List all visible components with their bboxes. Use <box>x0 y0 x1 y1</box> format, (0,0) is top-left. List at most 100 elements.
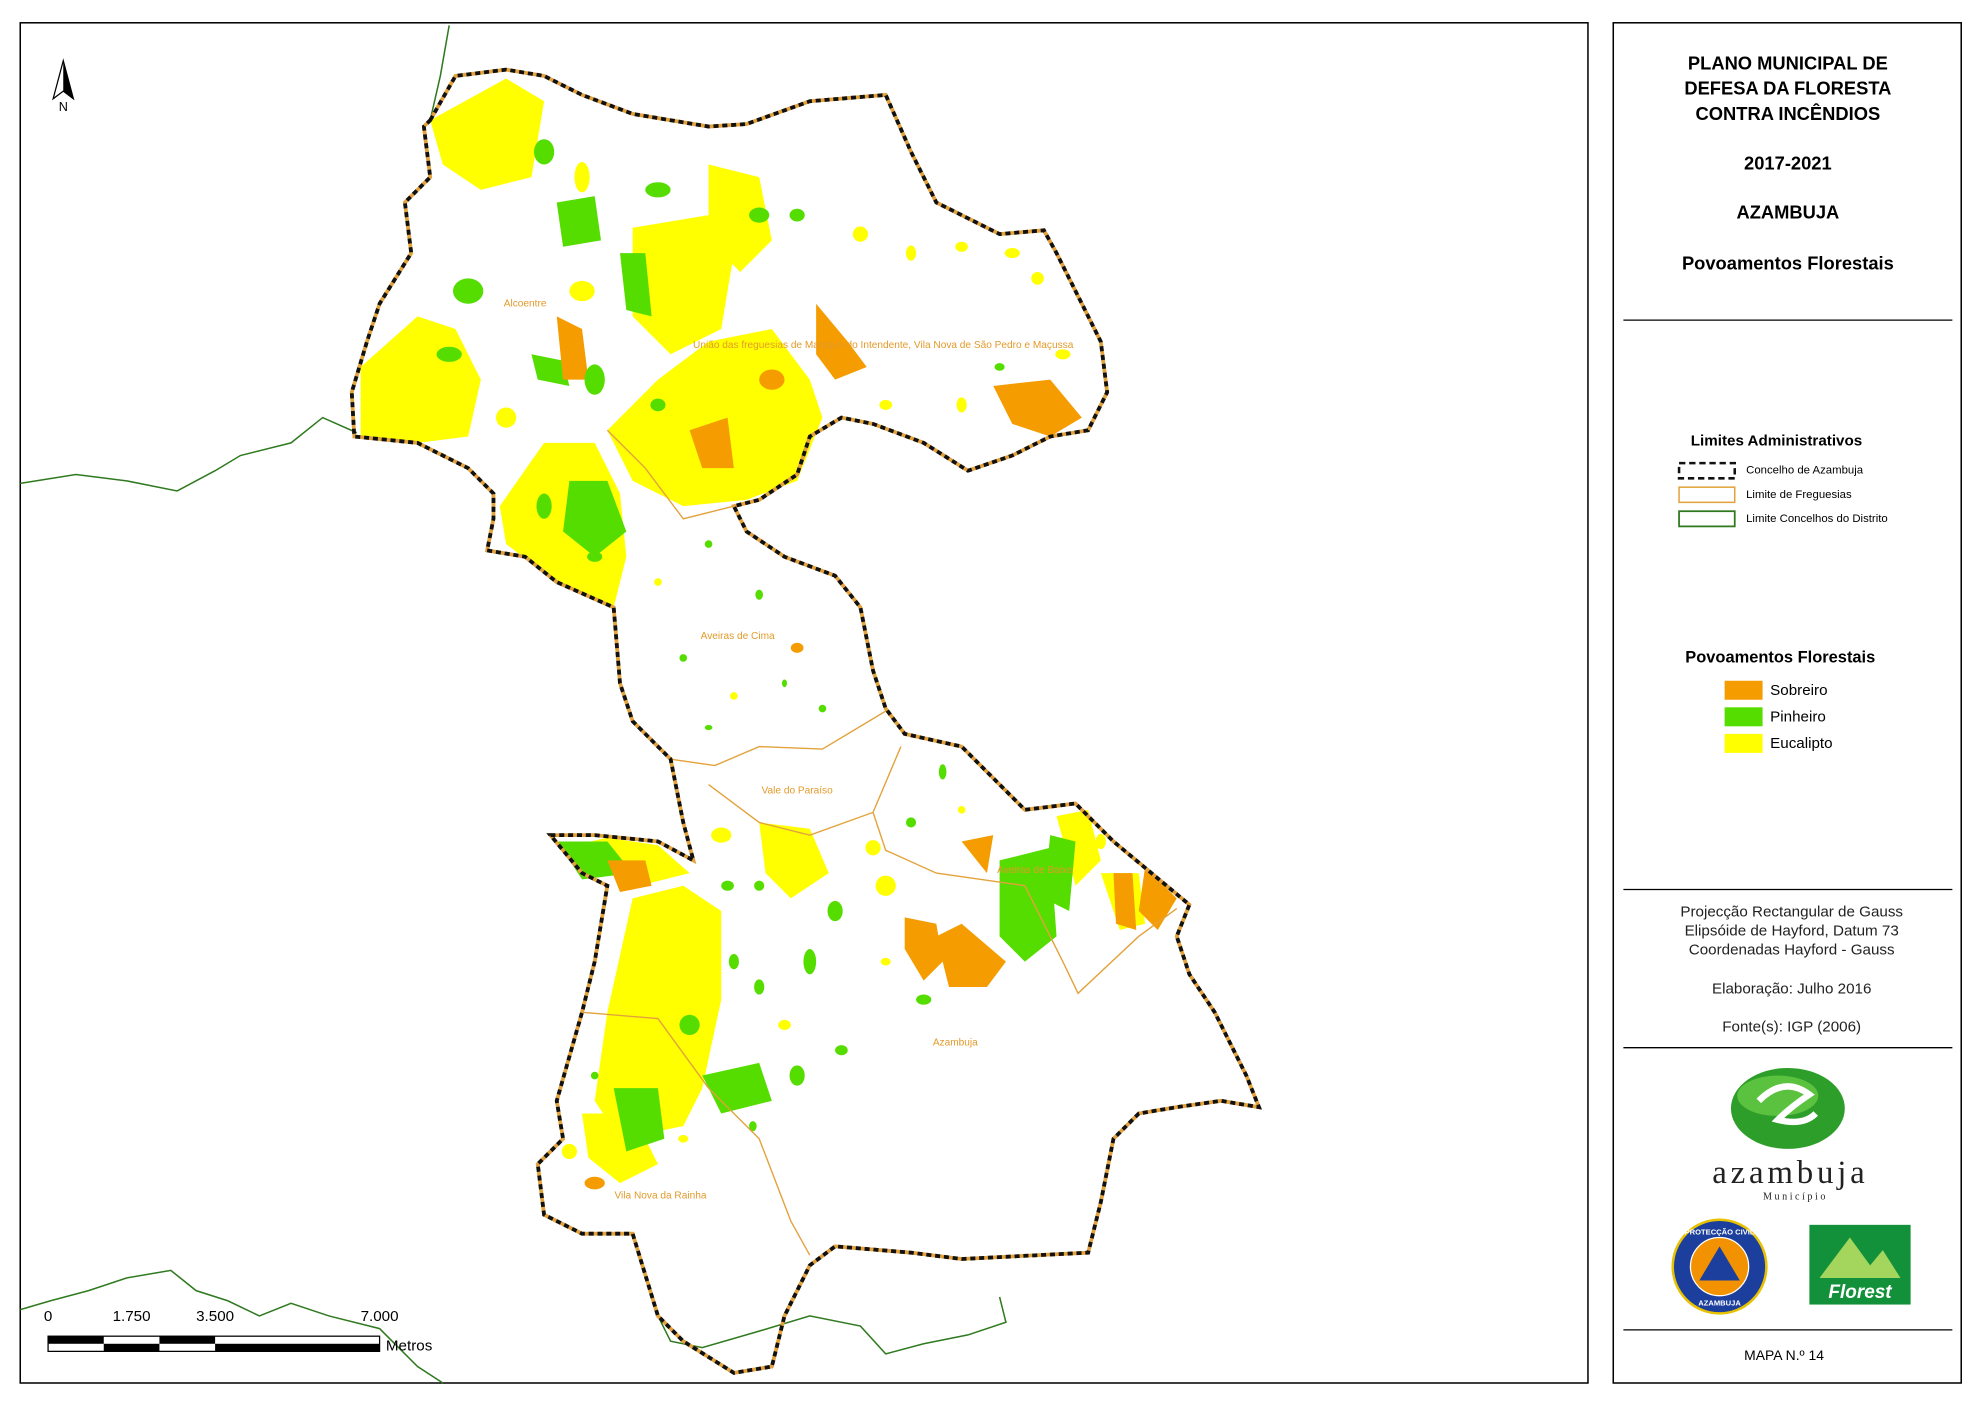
forest-patch <box>835 1045 848 1056</box>
forest-patch <box>936 923 1006 987</box>
badge-triangle <box>1699 1246 1740 1281</box>
legend-label: Pinheiro <box>1770 708 1826 725</box>
forest-patch <box>755 589 763 600</box>
forest-patch <box>575 503 602 534</box>
legend-swatch <box>1678 486 1736 504</box>
scale-segment <box>159 1336 216 1344</box>
boundary-dashes <box>349 67 1262 1375</box>
forest-patch <box>754 880 765 891</box>
forest-patch <box>749 1121 757 1132</box>
scale-label: 1.750 <box>113 1308 151 1325</box>
forest-patch <box>880 957 891 966</box>
place-label: Vila Nova da Rainha <box>614 1190 706 1201</box>
forest-patch <box>816 303 867 380</box>
north-arrow: N <box>52 58 75 114</box>
theme: Povoamentos Florestais <box>1682 252 1894 273</box>
florest-text: Florest <box>1828 1282 1892 1303</box>
forest-patches <box>360 78 1177 1190</box>
forest-patch <box>1004 248 1020 259</box>
forest-patch <box>865 840 881 856</box>
forest-patch <box>759 369 785 390</box>
logo-subtitle: Município <box>1763 1191 1828 1202</box>
place-label: Azambuja <box>933 1037 978 1048</box>
badge-text: PROTECÇÃO CIVIL <box>1685 1227 1755 1236</box>
north-label: N <box>59 100 68 114</box>
forest-patch <box>1113 873 1137 931</box>
parish-line <box>581 1011 811 1256</box>
municipality: AZAMBUJA <box>1736 202 1839 223</box>
forest-patch <box>594 885 722 1139</box>
forest-patch <box>679 654 688 662</box>
scale-label: 7.000 <box>361 1308 399 1325</box>
scale-bar: 0 1.750 3.500 7.000 Metros <box>44 1308 433 1354</box>
forest-legend: Sobreiro Pinheiro Eucalipto <box>1724 680 1833 753</box>
forest-patch <box>531 354 570 386</box>
forest-patch <box>904 917 943 981</box>
forest-patch <box>569 280 595 302</box>
title-line: CONTRA INCÊNDIOS <box>1696 103 1881 124</box>
forest-patch <box>749 207 770 223</box>
forest-patch <box>999 847 1057 962</box>
parish-line <box>872 812 1178 995</box>
forest-patch <box>1056 809 1101 886</box>
district-line <box>20 1269 444 1384</box>
forest-patch <box>879 399 893 410</box>
florest-mountains <box>1819 1237 1901 1278</box>
forest-patch <box>607 860 652 893</box>
forest-patch <box>650 398 666 412</box>
logo-swirl <box>1756 1083 1818 1126</box>
forest-patch <box>728 954 739 970</box>
legend-swatch <box>1724 680 1763 700</box>
forest-patch <box>689 417 734 469</box>
municipality-boundary <box>349 67 1262 1375</box>
forest-patch <box>730 692 738 700</box>
forest-patch <box>584 1176 605 1190</box>
forest-patch <box>778 1019 791 1030</box>
forest-patch <box>1138 866 1177 931</box>
legend-swatch <box>1724 733 1763 753</box>
forest-patch <box>789 208 805 222</box>
legend-title: Limites Administrativos <box>1691 433 1862 450</box>
forest-patch <box>678 1135 689 1143</box>
scale-unit: Metros <box>386 1337 433 1354</box>
place-label: Aveiras de Baixo <box>997 865 1073 876</box>
forest-patch <box>721 880 734 891</box>
forest-patch <box>754 979 765 995</box>
forest-patch <box>620 253 652 317</box>
parish-line <box>606 429 735 520</box>
map-frame <box>19 22 1589 1384</box>
forest-patch <box>704 725 713 731</box>
parish-line <box>670 710 887 767</box>
forest-patch <box>645 182 671 198</box>
legend-swatch <box>1677 461 1736 480</box>
forest-patch <box>781 679 788 688</box>
forest-patch <box>789 1065 805 1086</box>
district-line <box>20 416 358 492</box>
forest-patch <box>556 196 602 247</box>
place-label: Alcoentre <box>504 298 547 309</box>
legend-label: Eucalipto <box>1770 735 1832 752</box>
scale-segment <box>215 1343 380 1352</box>
forest-patch <box>774 409 795 426</box>
scale-label: 0 <box>44 1308 52 1325</box>
forest-patch <box>1031 272 1044 285</box>
forest-patch <box>708 164 772 273</box>
forest-patch <box>556 316 589 380</box>
forest-patch <box>679 1014 700 1036</box>
municipality-logo: azambuja Município <box>1712 1067 1865 1202</box>
title-line: PLANO MUNICIPAL DE <box>1688 52 1888 73</box>
district-line <box>429 25 450 121</box>
projection-line: Coordenadas Hayford - Gauss <box>1689 941 1895 958</box>
forest-patch <box>468 129 494 150</box>
place-label: Vale do Paraíso <box>762 786 834 797</box>
parish-limits <box>581 429 1178 1256</box>
forest-patch <box>993 379 1082 437</box>
forest-patch <box>389 356 421 378</box>
panel-frame <box>1612 22 1962 1384</box>
projection-line: Projecção Rectangular de Gauss <box>1680 903 1903 920</box>
forest-patch <box>803 949 817 975</box>
legend-title: Povoamentos Florestais <box>1685 648 1875 666</box>
legend-label: Sobreiro <box>1770 682 1827 699</box>
forest-patch <box>759 822 829 899</box>
